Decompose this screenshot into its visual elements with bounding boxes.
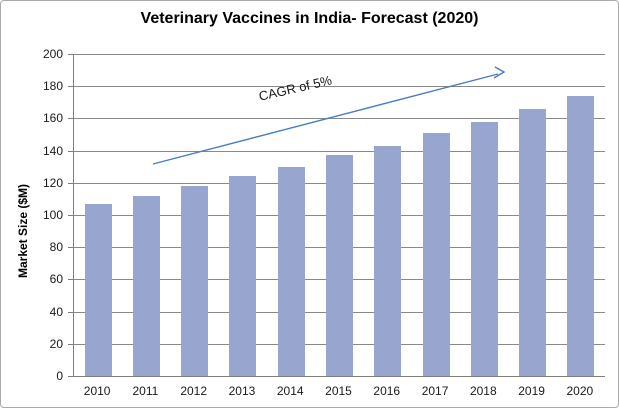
- bar-2018: [470, 121, 498, 376]
- bar-2016: [374, 145, 402, 376]
- gridline-200: [74, 54, 605, 55]
- chart-title: Veterinary Vaccines in India- Forecast (…: [140, 10, 479, 27]
- x-tick-label-2017: 2017: [421, 384, 449, 398]
- y-tick-label-100: 100: [42, 208, 63, 222]
- bar-2013: [229, 176, 257, 376]
- x-tick-label-2015: 2015: [325, 384, 352, 398]
- y-tick-label-80: 80: [49, 240, 63, 255]
- x-tick-label-2013: 2013: [228, 384, 256, 398]
- y-tick-label-160: 160: [42, 111, 63, 126]
- bar-2017: [422, 132, 450, 376]
- y-tick-label-120: 120: [42, 175, 63, 190]
- x-tick-label-2020: 2020: [566, 384, 594, 398]
- bar-2019: [519, 108, 547, 376]
- y-tick-mark-180: [68, 86, 73, 88]
- y-tick-label-180: 180: [42, 79, 63, 94]
- x-tick-label-2012: 2012: [180, 384, 208, 398]
- y-tick-label-140: 140: [42, 143, 63, 158]
- y-tick-label-40: 40: [49, 304, 63, 319]
- bar-2010: [84, 203, 112, 376]
- y-tick-mark-80: [68, 247, 73, 249]
- bar-2020: [567, 95, 595, 376]
- y-tick-mark-140: [68, 150, 73, 152]
- x-tick-label-2011: 2011: [132, 384, 159, 398]
- x-tick-label-2016: 2016: [373, 384, 401, 398]
- gridline-180: [74, 86, 605, 88]
- y-tick-label-0: 0: [56, 369, 63, 383]
- y-tick-label-200: 200: [42, 47, 63, 61]
- y-tick-mark-40: [68, 311, 73, 313]
- plot-area: [73, 54, 605, 377]
- x-tick-label-2019: 2019: [518, 384, 545, 398]
- y-tick-mark-200: [68, 54, 73, 55]
- x-tick-label-2014: 2014: [276, 384, 304, 398]
- y-tick-mark-100: [68, 215, 73, 216]
- bar-2014: [277, 166, 305, 376]
- y-tick-mark-60: [68, 279, 73, 281]
- y-tick-mark-120: [68, 182, 73, 184]
- y-tick-mark-20: [68, 343, 73, 345]
- bar-2011: [132, 195, 160, 376]
- bar-2015: [326, 155, 353, 376]
- x-tick-label-2018: 2018: [469, 384, 497, 398]
- y-tick-label-20: 20: [49, 336, 63, 351]
- y-tick-mark-0: [68, 376, 73, 377]
- y-tick-label-60: 60: [49, 272, 63, 287]
- bar-2012: [181, 186, 209, 376]
- x-tick-label-2010: 2010: [83, 384, 111, 398]
- y-tick-mark-160: [68, 118, 73, 120]
